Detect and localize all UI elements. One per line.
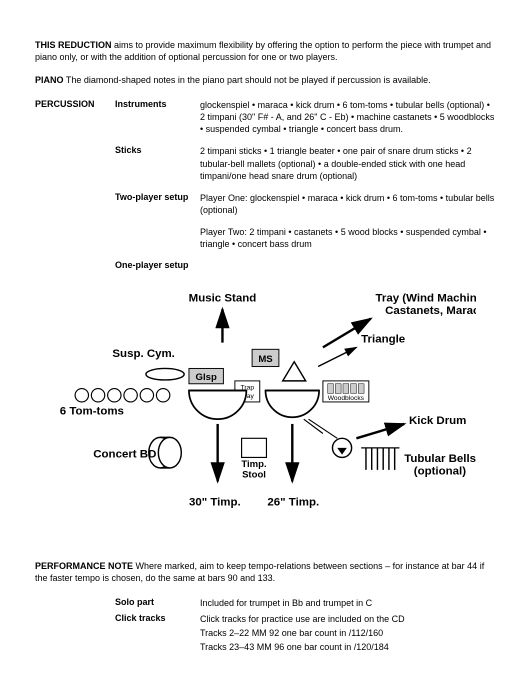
label-timp30: 30" Timp. <box>189 497 241 509</box>
setup-diagram: Music Stand Tray (Wind Machine, Castanet… <box>35 280 496 561</box>
footer-text-1: Click tracks for practice use are includ… <box>200 613 496 627</box>
timp-30-icon <box>189 391 246 420</box>
timp-26-icon <box>266 391 320 418</box>
footer-label-2 <box>115 627 200 641</box>
percussion-heading: PERCUSSION <box>35 99 115 145</box>
percussion-sub-2: Two-player setup <box>115 192 200 226</box>
label-ms: MS <box>258 354 272 365</box>
intro-paragraph: THIS REDUCTION aims to provide maximum f… <box>35 40 496 63</box>
percussion-sub-3 <box>115 226 200 260</box>
percussion-text-0: glockenspiel • maraca • kick drum • 6 to… <box>200 99 496 145</box>
percussion-text-2: Player One: glockenspiel • maraca • kick… <box>200 192 496 226</box>
piano-text: The diamond-shaped notes in the piano pa… <box>64 75 431 85</box>
label-woodblocks: Woodblocks <box>328 395 365 402</box>
label-kick-drum: Kick Drum <box>409 415 466 427</box>
label-tubular-1: Tubular Bells <box>404 454 476 466</box>
performance-note: PERFORMANCE NOTE Where marked, aim to ke… <box>35 561 496 584</box>
label-tray-1: Tray (Wind Machine, <box>376 293 476 305</box>
label-susp-cym: Susp. Cym. <box>112 348 174 360</box>
percussion-sub-1: Sticks <box>115 145 200 191</box>
label-stool-2: Stool <box>242 470 266 481</box>
label-music-stand: Music Stand <box>189 293 257 305</box>
percussion-text-1: 2 timpani sticks • 1 triangle beater • o… <box>200 145 496 191</box>
footer-label-3 <box>115 641 200 655</box>
stool-icon <box>242 439 267 458</box>
percussion-sub-0: Instruments <box>115 99 200 145</box>
percussion-text-4 <box>200 260 496 280</box>
perf-note-bold: PERFORMANCE NOTE <box>35 561 133 571</box>
footer-text-3: Tracks 23–43 MM 96 one bar count in /120… <box>200 641 496 655</box>
label-triangle: Triangle <box>361 334 405 346</box>
footer-label-0: Solo part <box>115 597 200 613</box>
footer-text-2: Tracks 2–22 MM 92 one bar count in /112/… <box>200 627 496 641</box>
footer-text-0: Included for trumpet in Bb and trumpet i… <box>200 597 496 613</box>
label-timp26: 26" Timp. <box>267 497 319 509</box>
footer-table: Solo part Included for trumpet in Bb and… <box>35 597 496 656</box>
intro-bold: THIS REDUCTION <box>35 40 112 50</box>
triangle-icon <box>283 362 306 381</box>
percussion-sub-4: One-player setup <box>115 260 200 280</box>
label-glsp: Glsp <box>196 372 217 383</box>
percussion-table: PERCUSSION Instruments glockenspiel • ma… <box>35 99 496 280</box>
label-stool-1: Timp. <box>241 459 266 470</box>
piano-bold: PIANO <box>35 75 64 85</box>
footer-label-1: Click tracks <box>115 613 200 627</box>
kick-drum-icon <box>332 439 351 458</box>
piano-paragraph: PIANO The diamond-shaped notes in the pi… <box>35 75 496 87</box>
percussion-text-3: Player Two: 2 timpani • castanets • 5 wo… <box>200 226 496 260</box>
label-tray-2: Castanets, Maraca) <box>385 305 476 317</box>
label-concert-bd: Concert BD <box>93 449 156 461</box>
cymbal-icon <box>146 369 184 380</box>
label-tubular-2: (optional) <box>414 466 466 478</box>
label-tomtoms: 6 Tom-toms <box>60 406 124 418</box>
